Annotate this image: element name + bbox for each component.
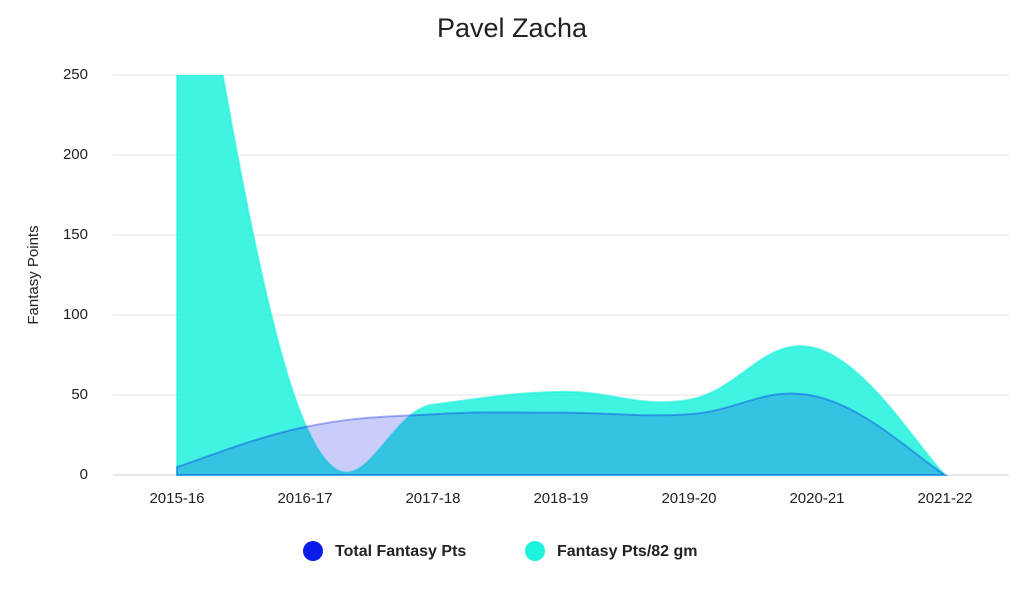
x-tick-label: 2019-20 <box>661 490 716 507</box>
y-tick-label: 0 <box>80 466 88 483</box>
x-tick-label: 2015-16 <box>149 490 204 507</box>
x-tick-label: 2021-22 <box>917 490 972 507</box>
y-axis-label: Fantasy Points <box>25 225 42 324</box>
x-tick-label: 2017-18 <box>405 490 460 507</box>
y-tick-label: 200 <box>63 146 88 163</box>
y-tick-label: 250 <box>63 66 88 83</box>
area <box>176 75 948 476</box>
legend-marker <box>525 541 545 561</box>
legend-label: Fantasy Pts/82 gm <box>557 543 698 560</box>
x-tick-label: 2016-17 <box>277 490 332 507</box>
y-tick-label: 50 <box>71 386 88 403</box>
x-tick-label: 2020-21 <box>789 490 844 507</box>
legend-label: Total Fantasy Pts <box>335 543 466 560</box>
chart-title: Pavel Zacha <box>437 13 588 43</box>
area <box>176 392 949 476</box>
legend-marker <box>303 541 323 561</box>
y-tick-label: 100 <box>63 306 88 323</box>
x-tick-label: 2018-19 <box>533 490 588 507</box>
y-tick-label: 150 <box>63 226 88 243</box>
